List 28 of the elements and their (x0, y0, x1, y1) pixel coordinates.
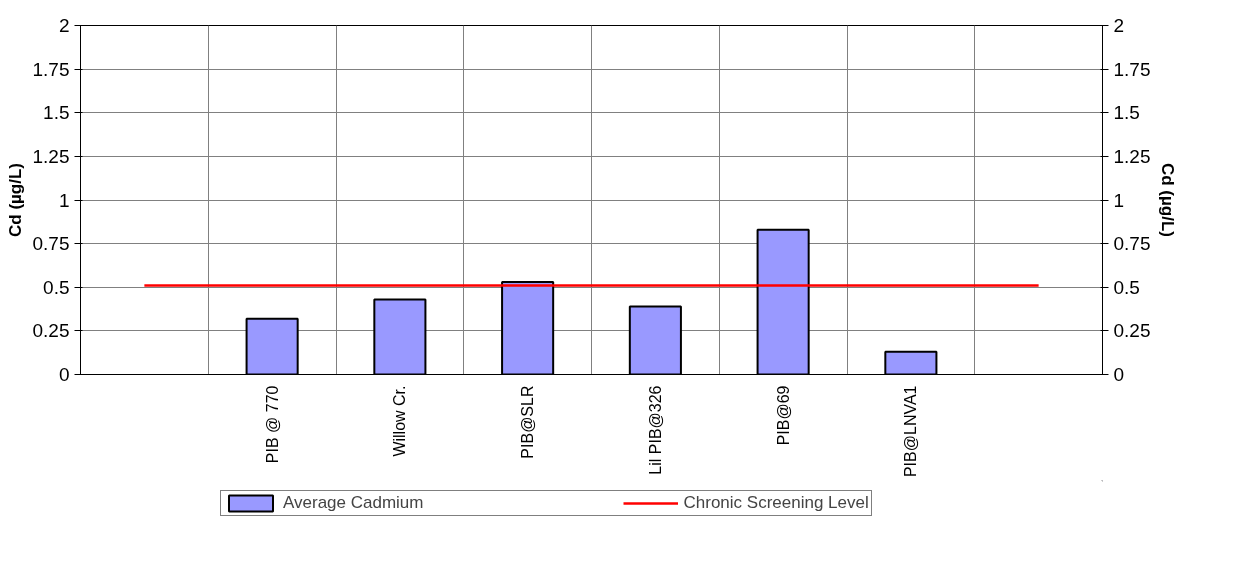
x-tick-label: Lil PIB@326 (646, 385, 664, 475)
y-tick-label: 1.5 (43, 102, 70, 124)
x-tick-label: PIB@LNVA1 (902, 385, 920, 478)
y2-tick-label: 1.5 (1113, 102, 1140, 124)
y-axis-title: Cd (µg/L) (5, 163, 25, 237)
y2-tick-label: 0.75 (1113, 233, 1151, 255)
legend-label: Chronic Screening Level (683, 493, 869, 513)
y-tick-label: 1.75 (32, 58, 70, 80)
x-tick-label: Willow Cr. (391, 385, 409, 457)
y-tick-label: 1.25 (32, 145, 70, 167)
y2-tick-label: 0 (1113, 364, 1125, 385)
y-tick-label: 0 (58, 364, 70, 385)
y2-axis-title: Cd (µg/L) (1158, 163, 1178, 237)
y-tick-label: 1 (58, 189, 70, 211)
y-tick-label: 2 (58, 15, 70, 36)
y2-tick-label: 0.5 (1113, 276, 1140, 298)
y2-tick-label: 1.25 (1113, 145, 1151, 167)
y2-tick-label: 0.25 (1113, 320, 1151, 342)
x-tick-label: PIB @ 770 (263, 385, 281, 464)
y2-tick-label: 1 (1113, 189, 1125, 211)
x-tick-label: PIB@SLR (519, 385, 537, 459)
x-tick-label: PIB@69 (774, 385, 792, 446)
y-tick-label: 0.25 (32, 320, 70, 342)
y2-tick-label: 1.75 (1113, 58, 1151, 80)
y2-tick-label: 2 (1113, 15, 1125, 36)
legend-label: Average Cadmium (283, 493, 424, 513)
y-tick-label: 0.75 (32, 233, 70, 255)
y-tick-label: 0.5 (43, 276, 70, 298)
